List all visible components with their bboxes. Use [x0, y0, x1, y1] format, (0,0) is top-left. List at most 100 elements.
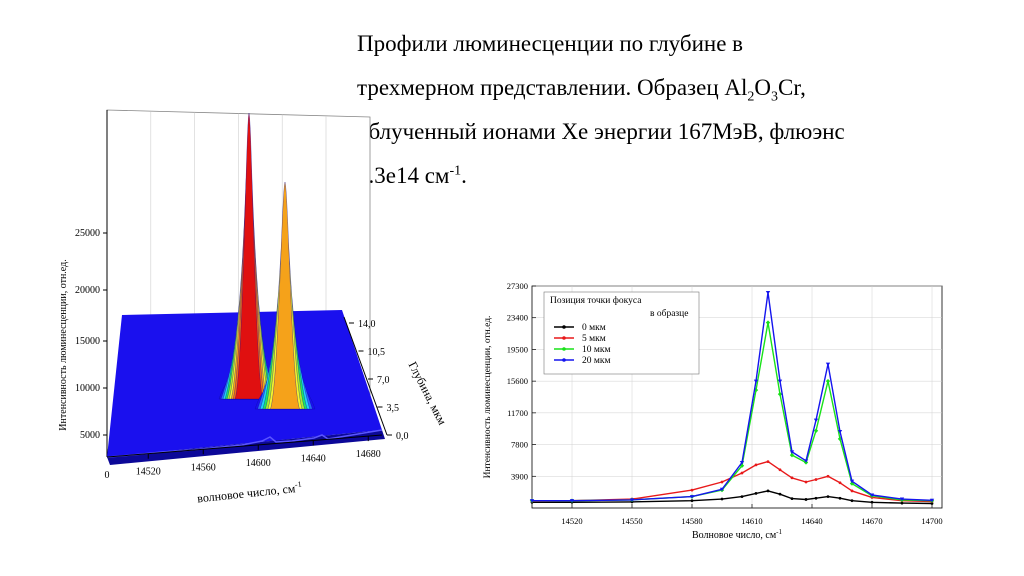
legend-marker	[562, 358, 566, 362]
x-origin-label: 0	[105, 470, 110, 481]
x-axis-label: волновое число, см-1	[196, 480, 302, 506]
data-point	[804, 480, 808, 484]
data-point	[766, 460, 770, 464]
legend-label: 5 мкм	[582, 334, 606, 344]
data-point	[690, 488, 694, 492]
data-point	[900, 501, 904, 505]
data-point	[789, 450, 795, 454]
data-point	[689, 495, 695, 499]
data-point	[754, 491, 758, 495]
legend-title-1: Позиция точки фокуса	[550, 295, 642, 306]
data-point	[870, 500, 874, 504]
data-point	[754, 463, 758, 467]
data-point	[930, 502, 934, 505]
z-axis-ticks: 5000 10000 15000 20000 25000	[75, 228, 107, 441]
data-point	[720, 497, 724, 501]
data-point	[529, 499, 535, 503]
data-point	[850, 499, 854, 503]
x-tick-label: 14670	[861, 516, 882, 526]
z-tick-label: 5000	[80, 430, 100, 441]
data-point	[838, 481, 842, 485]
surface-peak-left	[218, 112, 280, 400]
x-tick-label: 14520	[561, 516, 582, 526]
depth-axis-ticks: 0,0 3,5 7,0 10,5 14,0	[349, 319, 409, 442]
legend-label: 20 мкм	[582, 356, 611, 366]
data-point	[720, 480, 724, 484]
data-point	[789, 452, 795, 458]
data-point	[740, 471, 744, 475]
data-point	[740, 495, 744, 499]
chart-ticks: 3900 7800 11700 15600 19500 23400 27300 14520 14…	[507, 281, 943, 526]
spectrum-chart-svg: 3900 7800 11700 15600 19500 23400 27300 14520 14…	[483, 281, 943, 541]
z-tick-label: 15000	[75, 336, 100, 347]
data-point	[849, 479, 855, 484]
data-point	[850, 489, 854, 493]
y-tick-label: 27300	[507, 281, 528, 291]
data-point	[813, 418, 819, 423]
contour-band	[234, 112, 264, 400]
data-point	[778, 468, 782, 472]
y-tick-label: 11700	[507, 408, 528, 418]
data-point	[765, 291, 771, 295]
x-tick-label: 14700	[921, 516, 942, 526]
data-point	[804, 498, 808, 501]
depth-tick-label: 7,0	[377, 375, 390, 386]
data-point	[777, 391, 783, 397]
legend-label: 0 мкм	[582, 323, 606, 333]
legend-marker	[562, 336, 566, 340]
caption-line-4: 1.3e14 см-1.	[357, 163, 467, 188]
data-point	[813, 428, 819, 433]
surface-plot: 5000 10000 15000 20000 25000 Интенсивность л…	[52, 105, 452, 515]
data-point	[719, 487, 725, 492]
data-point	[837, 430, 843, 434]
data-point	[869, 493, 875, 497]
legend-marker	[562, 347, 566, 351]
depth-tick-label: 14,0	[358, 319, 376, 330]
x-tick-label: 14580	[681, 516, 702, 526]
y-tick-label: 7800	[511, 440, 528, 450]
data-point	[777, 379, 783, 384]
chart-series	[529, 291, 935, 505]
x-tick-label: 14640	[801, 516, 822, 526]
data-point	[826, 495, 830, 499]
legend-title-2: в образце	[650, 308, 688, 319]
caption-line-3: облученный ионами Xe энергии 167МэВ, флю…	[357, 119, 845, 144]
caption: Профили люминесценции по глубине в трехм…	[357, 22, 997, 198]
legend-marker	[562, 325, 566, 329]
z-axis-label: Интенсивность люминесценции, отн.ед.	[58, 259, 69, 430]
series-line	[532, 490, 933, 505]
data-point	[838, 496, 842, 500]
y-axis-label: Интенсивность люминесценции, отн.ед.	[483, 316, 493, 479]
data-point	[929, 498, 935, 503]
depth-tick-label: 0,0	[396, 431, 409, 442]
x-tick-label: 14680	[356, 449, 381, 460]
data-point	[766, 489, 770, 493]
x-axis-label: Волновое число, см-1	[692, 528, 783, 541]
y-tick-label: 23400	[507, 313, 528, 323]
data-point	[803, 459, 809, 463]
caption-line-2: трехмерном представлении. Образец Al2O3C…	[357, 75, 806, 105]
surface-front-edge	[107, 430, 385, 465]
z-tick-label: 10000	[75, 383, 100, 394]
data-point	[569, 499, 575, 503]
data-point	[826, 474, 830, 478]
y-tick-label: 3900	[511, 471, 528, 481]
caption-line-1: Профили люминесценции по глубине в	[357, 31, 744, 56]
x-tick-label: 14610	[741, 516, 762, 526]
z-tick-label: 25000	[75, 228, 100, 239]
depth-axis-label: Глубина, мкм	[406, 359, 450, 427]
series-line	[532, 291, 933, 502]
data-point	[790, 476, 794, 480]
data-point	[899, 497, 905, 502]
z-tick-label: 20000	[75, 285, 100, 296]
data-point	[765, 320, 771, 325]
data-point	[629, 498, 635, 502]
y-tick-label: 19500	[507, 344, 528, 354]
x-axis	[106, 434, 383, 458]
depth-axis	[343, 316, 388, 436]
x-tick-label: 14560	[191, 462, 216, 473]
data-point	[778, 492, 782, 496]
data-point	[753, 379, 759, 384]
